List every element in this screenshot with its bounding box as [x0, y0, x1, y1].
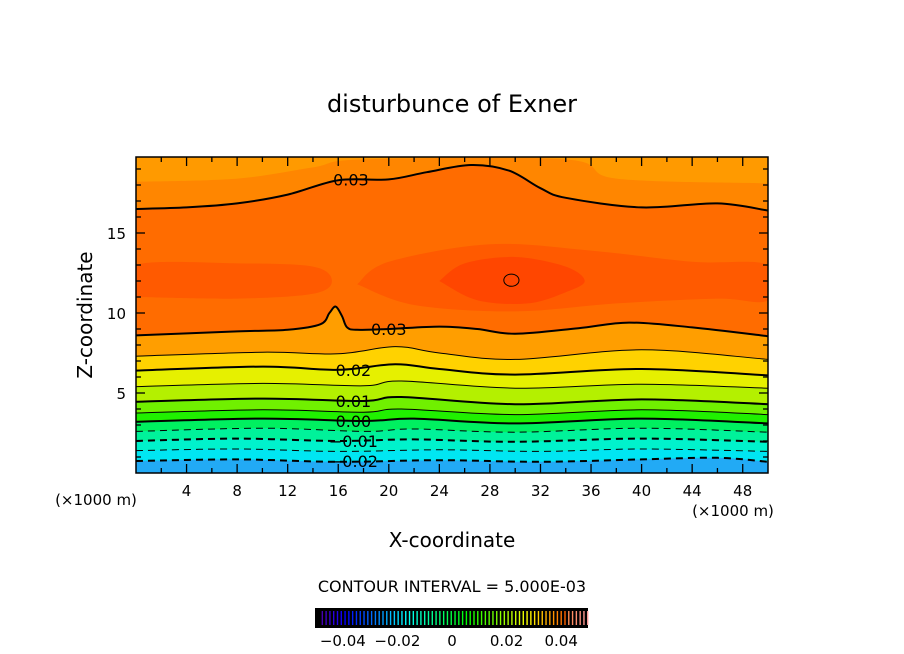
contour-label: −0.02 — [329, 452, 378, 471]
contour-labels: 0.03 0.03 0.02 0.010.00−0.01−0.02 — [329, 170, 407, 471]
x-tick-label: 24 — [430, 482, 449, 500]
contour-label: −0.01 — [329, 432, 378, 451]
contour-line — [136, 456, 768, 463]
x-unit-right: (×1000 m) — [692, 502, 774, 520]
contour-line — [136, 448, 768, 452]
contour-line — [136, 380, 768, 389]
colorbar — [321, 611, 589, 625]
y-tick-label: 15 — [107, 225, 126, 243]
x-axis-label: X-coordinate — [389, 528, 516, 552]
y-tick-label: 10 — [107, 305, 126, 323]
x-tick-label: 8 — [232, 482, 242, 500]
contour-line — [136, 395, 768, 406]
plot-frame — [135, 156, 769, 474]
x-tick-label: 4 — [182, 482, 192, 500]
x-tick-label: 28 — [480, 482, 499, 500]
contour-line — [136, 427, 768, 433]
x-tick-label: 48 — [733, 482, 752, 500]
contour-label: 0.02 — [336, 361, 372, 380]
colorbar-tick-label: −0.02 — [374, 632, 420, 650]
y-tick-label: 5 — [116, 385, 126, 403]
x-tick-label: 40 — [632, 482, 651, 500]
x-tick-labels: 4 8 12 16 20 24 28 32 36 40 44 48 — [182, 482, 752, 500]
contour-label: 0.03 — [371, 320, 407, 339]
x-tick-label: 36 — [581, 482, 600, 500]
contour-label: 0.00 — [336, 412, 372, 431]
contour-line — [136, 408, 768, 416]
x-tick-label: 44 — [683, 482, 702, 500]
x-tick-label: 16 — [329, 482, 348, 500]
contour-lines — [136, 163, 768, 463]
y-axis-label: Z-coordinate — [73, 251, 97, 378]
colorbar-tick-label: 0.04 — [544, 632, 577, 650]
contour-line — [136, 417, 768, 425]
contour-line — [136, 363, 768, 377]
x-tick-label: 12 — [278, 482, 297, 500]
colorbar-labels: −0.04 −0.02 0 0.02 0.04 — [320, 632, 578, 650]
x-tick-label: 20 — [379, 482, 398, 500]
contour-interval-text: CONTOUR INTERVAL = 5.000E-03 — [318, 577, 586, 596]
contour-line — [136, 305, 768, 338]
contour-line — [136, 163, 768, 212]
x-unit-left: (×1000 m) — [55, 491, 137, 509]
contour-core-region — [439, 256, 585, 305]
contour-band — [136, 157, 768, 184]
contour-closed-loop — [503, 273, 520, 287]
chart-title: disturbunce of Exner — [327, 90, 577, 118]
contour-line — [136, 346, 768, 360]
contour-label: 0.03 — [333, 170, 369, 189]
x-tick-label: 32 — [531, 482, 550, 500]
colorbar-tick-label: 0 — [447, 632, 457, 650]
contour-line — [136, 437, 768, 443]
y-tick-labels: 5 10 15 — [107, 225, 126, 403]
contour-label: 0.01 — [336, 392, 372, 411]
contour-fills — [136, 157, 768, 473]
axis-ticks — [136, 157, 768, 473]
colorbar-tick-label: −0.04 — [320, 632, 366, 650]
colorbar-tick-label: 0.02 — [490, 632, 523, 650]
contour-core-region — [136, 261, 332, 299]
